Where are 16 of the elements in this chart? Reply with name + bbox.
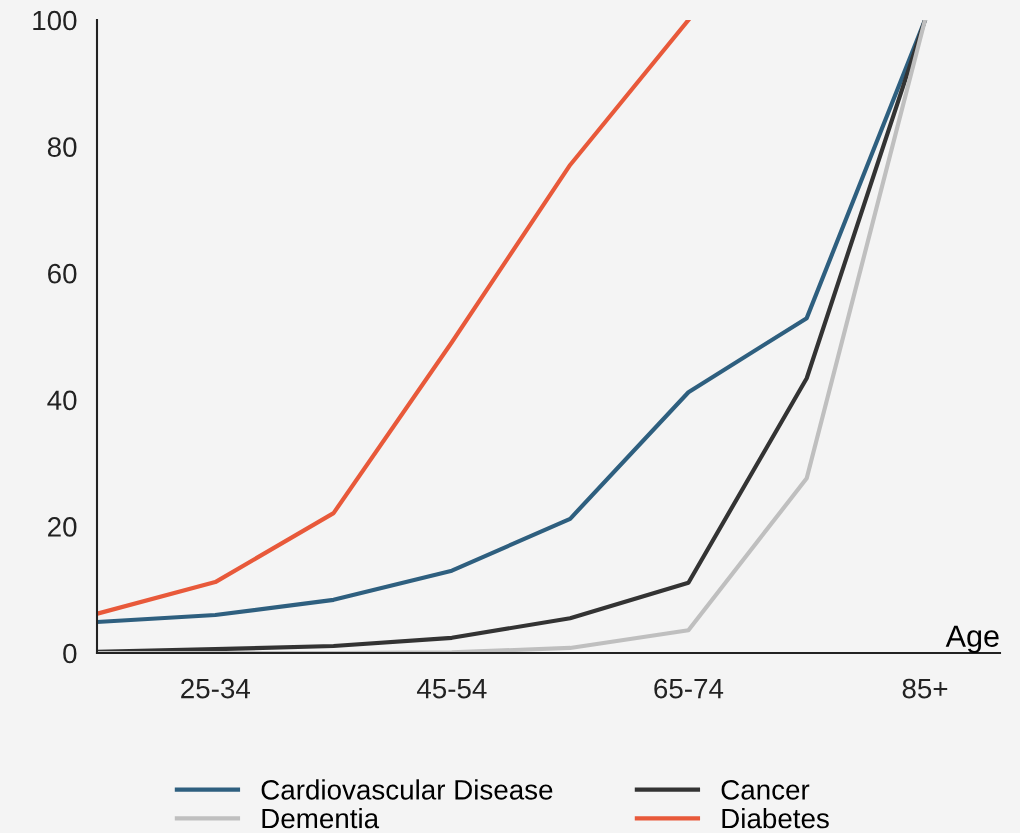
x-tick-label: 65-74 — [654, 678, 724, 699]
x-tick-label: 45-54 — [416, 679, 487, 699]
x-tick-label: 25-34 — [181, 678, 250, 699]
y-tick-label: 0 — [63, 643, 77, 664]
x-axis-title: Age — [945, 625, 999, 653]
legend-label: Diabetes — [722, 807, 829, 829]
y-tick-label: 20 — [48, 517, 77, 537]
line-series — [97, 20, 691, 616]
y-tick-label: 60 — [48, 263, 77, 284]
legend-label: Cardiovascular Disease — [261, 779, 553, 800]
y-tick-label: 40 — [47, 390, 77, 411]
legend-label: Dementia — [262, 807, 380, 829]
y-tick-label: 100 — [33, 10, 77, 31]
x-tick-label: 85+ — [902, 678, 948, 699]
y-tick-label: 80 — [47, 137, 77, 157]
legend-label: Cancer — [721, 780, 810, 800]
